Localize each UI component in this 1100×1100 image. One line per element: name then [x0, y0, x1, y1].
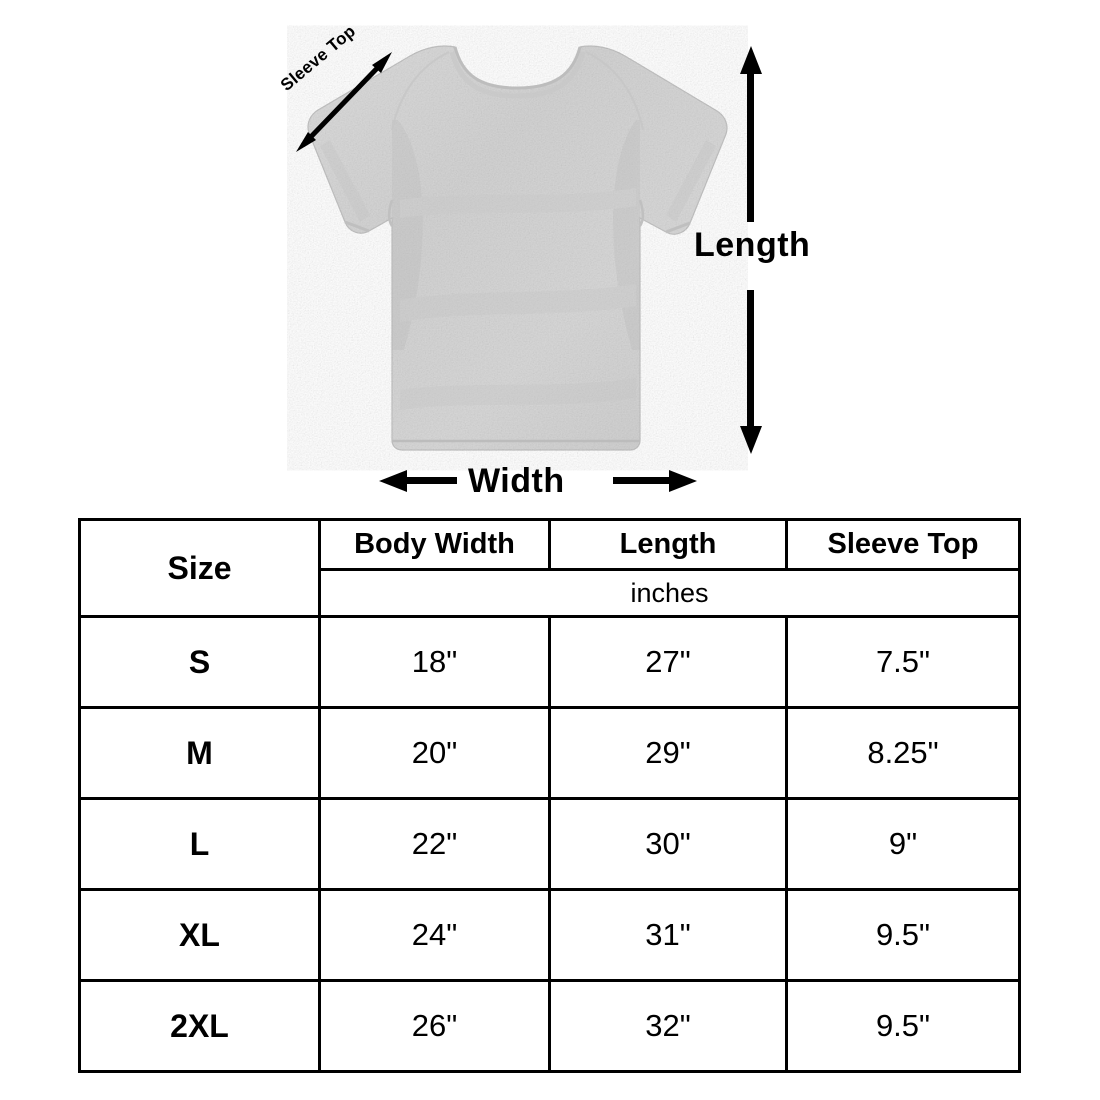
fabric-shading: [320, 120, 716, 410]
cell-body-width: 20": [318, 706, 551, 800]
left-shoulder-seam: [391, 51, 450, 131]
header-sleeve-top: Sleeve Top: [785, 518, 1021, 571]
left-armpit-seam: [387, 199, 394, 227]
cell-sleeve-top: 8.25": [785, 706, 1021, 800]
right-armpit-seam: [638, 199, 645, 227]
sleeve-top-arrow-head-lower: [296, 132, 316, 152]
width-arrow-head-right: [669, 470, 697, 492]
cell-body-width: 24": [318, 888, 551, 982]
header-units: inches: [318, 568, 1021, 618]
cell-size: S: [78, 615, 321, 709]
left-sleeve-hem: [344, 220, 370, 233]
tshirt-illustration: [307, 45, 728, 451]
width-arrow-shaft-right: [613, 477, 675, 484]
cell-body-width: 22": [318, 797, 551, 891]
width-label: Width: [468, 462, 565, 500]
length-arrow-head-top: [740, 46, 762, 74]
cell-length: 32": [548, 979, 788, 1073]
sleeve-top-arrow-head-upper: [372, 52, 392, 73]
width-measure-arrow: [379, 470, 697, 492]
table-row: 2XL 26" 32" 9.5": [78, 979, 1021, 1073]
right-sleeve-hem: [665, 221, 691, 234]
cell-length: 31": [548, 888, 788, 982]
sleeve-top-arrow-shaft: [301, 58, 387, 147]
cell-length: 30": [548, 797, 788, 891]
width-arrow-shaft-left: [405, 477, 457, 484]
cell-sleeve-top: 9": [785, 797, 1021, 891]
header-body-width: Body Width: [318, 518, 551, 571]
sleeve-top-measure-arrow: [296, 52, 392, 152]
cell-size: L: [78, 797, 321, 891]
right-shoulder-seam: [585, 51, 644, 131]
cell-body-width: 18": [318, 615, 551, 709]
length-arrow-head-bottom: [740, 426, 762, 454]
cell-size: XL: [78, 888, 321, 982]
length-label: Length: [694, 226, 811, 264]
length-arrow-shaft-top: [747, 72, 754, 222]
collar-ribbing: [453, 46, 582, 90]
table-header-row-1: Size Body Width Length Sleeve Top: [78, 518, 1021, 618]
size-chart-table: Size Body Width Length Sleeve Top inches…: [78, 518, 1021, 1073]
table-row: M 20" 29" 8.25": [78, 706, 1021, 800]
cell-sleeve-top: 9.5": [785, 979, 1021, 1073]
table-row: L 22" 30" 9": [78, 797, 1021, 891]
length-arrow-shaft-bottom: [747, 290, 754, 428]
length-measure-arrow: [740, 46, 762, 454]
size-chart-container: Size Body Width Length Sleeve Top inches…: [78, 518, 1021, 1073]
cell-size: 2XL: [78, 979, 321, 1073]
header-size: Size: [78, 518, 321, 618]
cell-body-width: 26": [318, 979, 551, 1073]
cell-sleeve-top: 7.5": [785, 615, 1021, 709]
header-length: Length: [548, 518, 788, 571]
cell-length: 29": [548, 706, 788, 800]
cell-length: 27": [548, 615, 788, 709]
table-header-row-2: inches: [80, 568, 1021, 618]
table-row: S 18" 27" 7.5": [78, 615, 1021, 709]
cell-size: M: [78, 706, 321, 800]
garment-diagram: Length Width Sleeve Top: [0, 0, 1100, 512]
cell-sleeve-top: 9.5": [785, 888, 1021, 982]
garment-diagram-svg: [296, 45, 762, 492]
width-arrow-head-left: [379, 470, 407, 492]
collar-outer: [449, 51, 586, 99]
table-row: XL 24" 31" 9.5": [78, 888, 1021, 982]
